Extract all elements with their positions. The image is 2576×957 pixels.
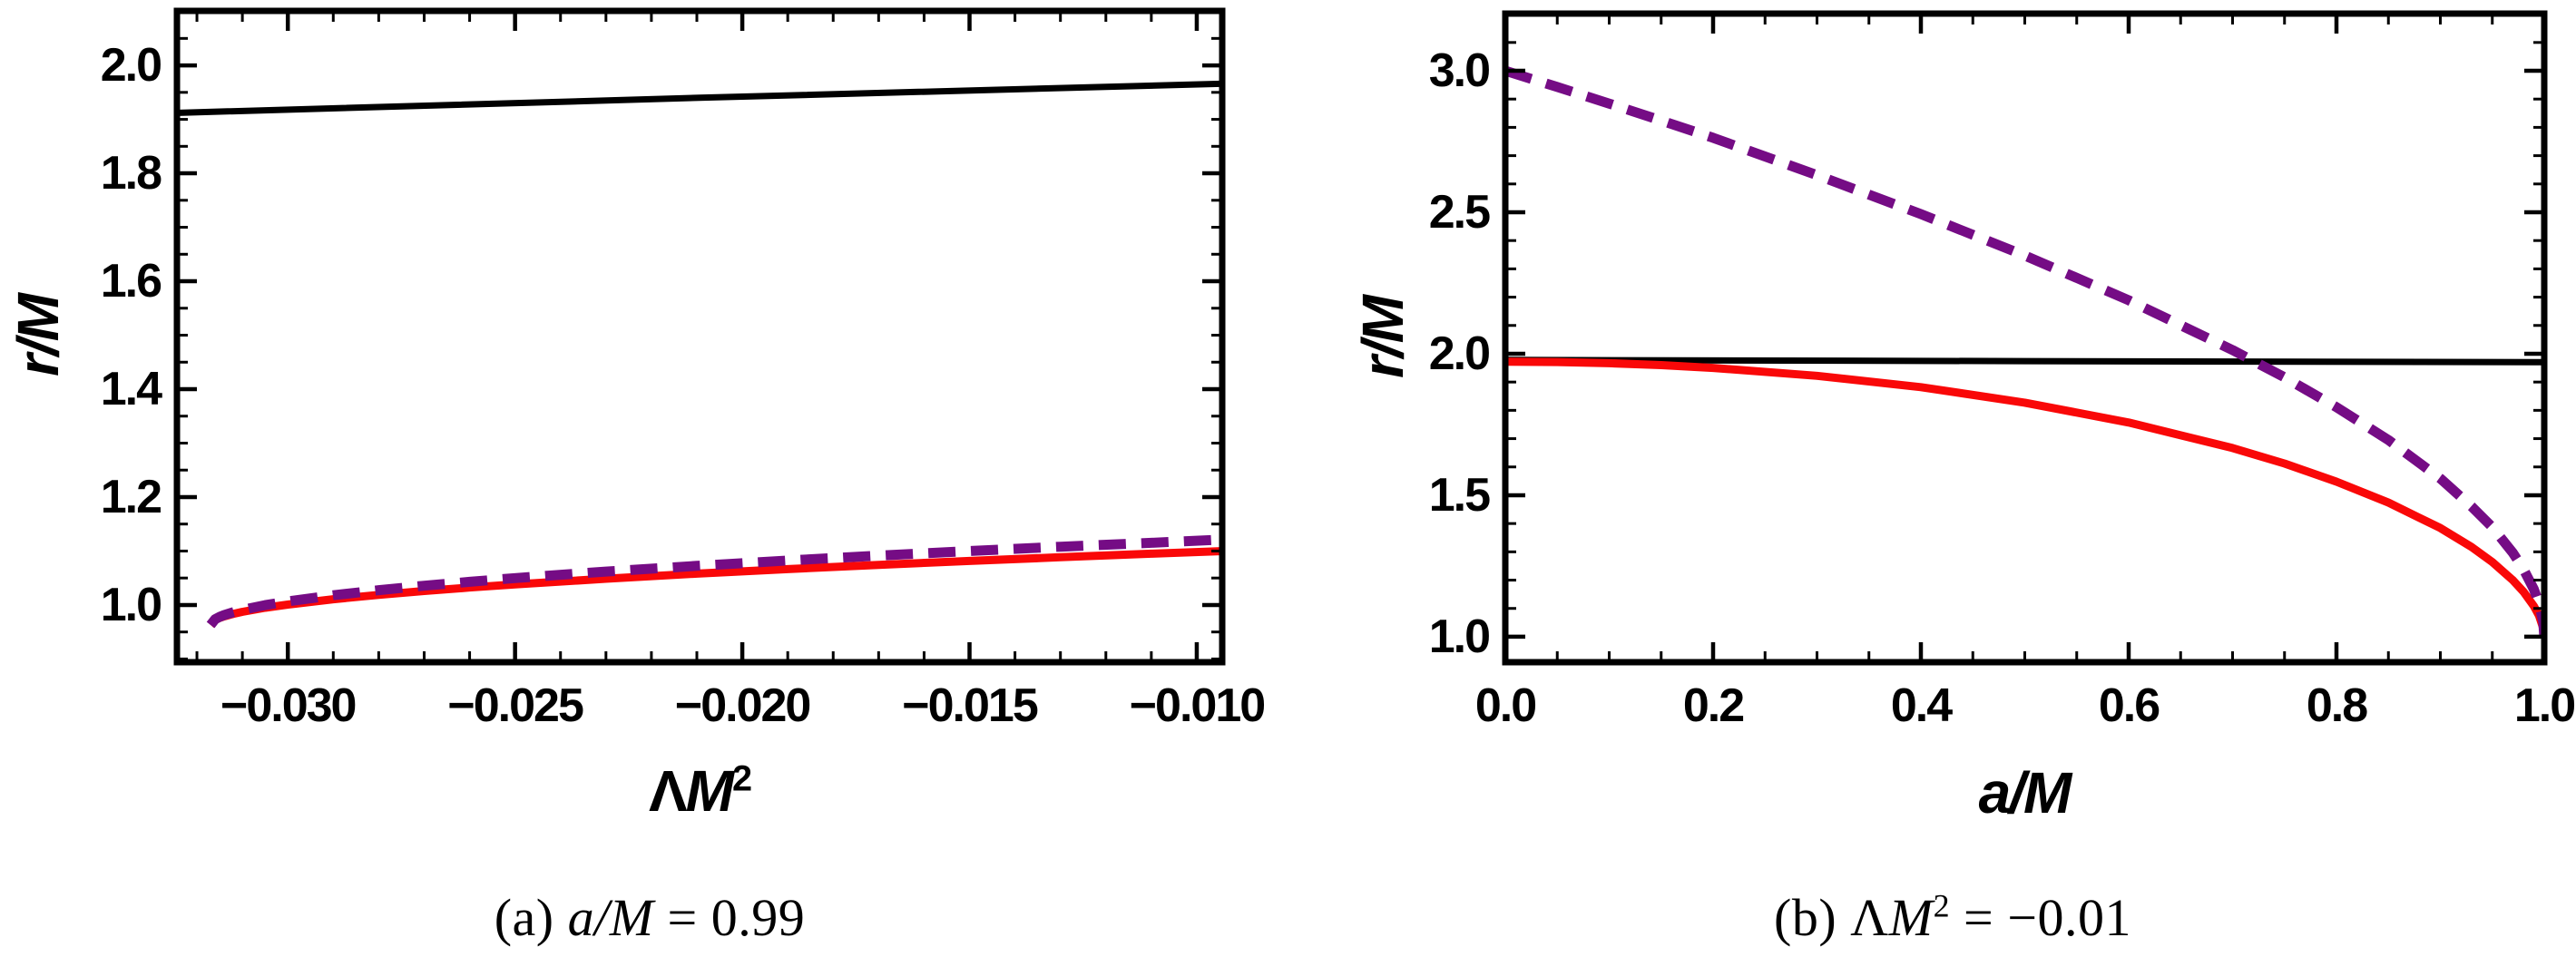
y-tick-label: 1.6 — [101, 255, 162, 308]
x-tick-label: 0.2 — [1683, 679, 1743, 732]
y-tick-label: 2.5 — [1429, 186, 1490, 239]
x-tick-label: 0.6 — [2099, 679, 2160, 732]
tick-labels: −0.030 −0.025 −0.020 −0.015 −0.010 1.0 1.2 1.4 1… — [101, 39, 1267, 732]
caption-b: (b) ΛM2 = −0.01 — [1774, 887, 2131, 948]
y-tick-label: 2.0 — [101, 39, 161, 92]
x-tick-label: 1.0 — [2514, 679, 2574, 732]
curve-red-solid-curve — [1507, 357, 2542, 638]
right-y-axis-label: r/M — [1349, 297, 1416, 378]
caption-b-value: = −0.01 — [1950, 888, 2131, 947]
plot-frame — [1502, 10, 2548, 666]
y-tick-label: 1.5 — [1429, 469, 1490, 522]
caption-a-index: (a) — [494, 888, 568, 947]
right-x-axis-label-text: a/M — [1978, 760, 2072, 825]
x-tick-label: −0.015 — [902, 679, 1038, 732]
curve-black-solid-line — [1507, 356, 2542, 366]
panel-left-curves — [179, 80, 1220, 629]
caption-b-index: (b) — [1774, 888, 1851, 947]
y-tick-label: 3.0 — [1429, 44, 1489, 97]
curve-purple-dashed-curve — [206, 534, 1220, 629]
y-tick-label: 1.2 — [101, 471, 161, 523]
x-tick-label: −0.010 — [1130, 679, 1265, 732]
panel-right-curves — [1507, 65, 2542, 638]
axis-ticks — [177, 10, 1222, 662]
y-tick-label: 1.0 — [1429, 610, 1489, 663]
left-y-axis-label: r/M — [5, 295, 72, 376]
left-x-axis-label: ΛM2 — [648, 757, 752, 825]
right-y-axis-label-text: r/M — [1350, 297, 1415, 378]
x-tick-label: 0.0 — [1475, 679, 1535, 732]
right-x-axis-label: a/M — [1978, 759, 2072, 826]
left-y-axis-label-text: r/M — [5, 295, 71, 376]
y-tick-label: 1.0 — [101, 579, 161, 631]
curve-purple-dashed-curve — [1507, 65, 2542, 638]
caption-b-exponent: 2 — [1933, 887, 1951, 924]
caption-b-lambda: Λ — [1850, 888, 1889, 947]
mass-symbol: M — [685, 758, 734, 824]
caption-a: (a) a/M = 0.99 — [495, 887, 806, 948]
x-tick-label: 0.8 — [2307, 679, 2367, 732]
y-tick-label: 2.0 — [1429, 327, 1489, 380]
tick-labels: 0.0 0.2 0.4 0.6 0.8 1.0 1.0 1.5 2.0 2.5 3.0 — [1429, 44, 2576, 732]
caption-a-value: = 0.99 — [653, 888, 806, 947]
curve-black-solid-line — [179, 80, 1220, 116]
x-tick-label: −0.030 — [220, 679, 356, 732]
caption-b-mass: M — [1888, 888, 1934, 947]
lambda-symbol: Λ — [648, 758, 688, 824]
y-tick-label: 1.4 — [101, 363, 162, 415]
exponent-two: 2 — [731, 758, 752, 799]
x-tick-label: −0.020 — [675, 679, 810, 732]
axis-ticks — [1503, 13, 2547, 662]
y-tick-label: 1.8 — [101, 147, 162, 200]
x-tick-label: −0.025 — [447, 679, 583, 732]
caption-a-math: a/M — [567, 888, 654, 947]
x-tick-label: 0.4 — [1891, 679, 1953, 732]
